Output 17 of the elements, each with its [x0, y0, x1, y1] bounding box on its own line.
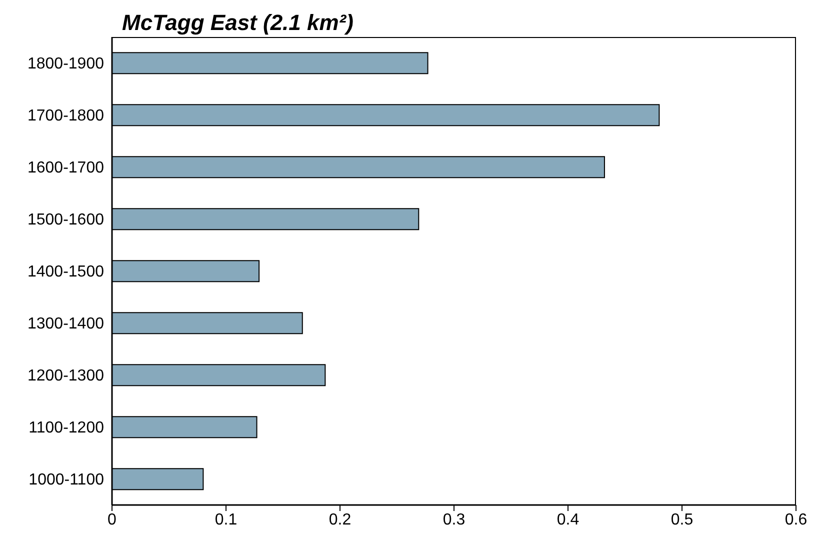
- y-tick-label: 1800-1900: [27, 56, 104, 73]
- x-tick-label: 0.1: [214, 511, 238, 528]
- y-tick-label: 1400-1500: [27, 264, 104, 281]
- y-tick-label: 1500-1600: [27, 212, 104, 229]
- y-tick-label: 1200-1300: [27, 368, 104, 385]
- x-tick-label: 0.2: [328, 511, 352, 528]
- x-tick-label: 0.3: [442, 511, 466, 528]
- x-tick-label: 0.5: [670, 511, 694, 528]
- chart-title: McTagg East (2.1 km²): [121, 9, 354, 37]
- y-tick-label: 1100-1200: [28, 420, 104, 437]
- y-tick-label: 1000-1100: [28, 472, 104, 489]
- x-tick-label: 0.4: [556, 511, 580, 528]
- x-tick-label: 0.6: [784, 511, 808, 528]
- y-tick-label: 1700-1800: [27, 108, 104, 125]
- y-tick-label: 1300-1400: [27, 316, 104, 333]
- y-tick-label: 1600-1700: [27, 160, 104, 177]
- x-tick-label: 0: [108, 511, 117, 528]
